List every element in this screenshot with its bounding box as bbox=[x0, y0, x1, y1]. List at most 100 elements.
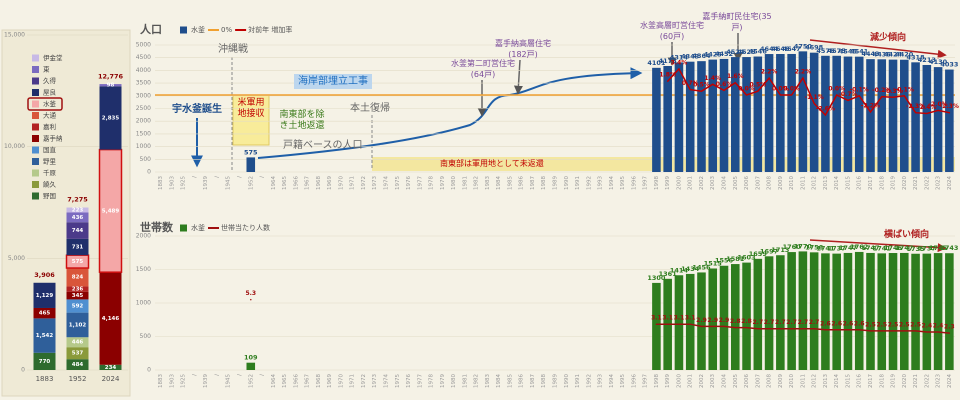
segment-label: 824 bbox=[72, 275, 84, 281]
x-tick-label: 1968 bbox=[316, 374, 322, 388]
bar bbox=[832, 253, 841, 370]
x-tick-label: 1990 bbox=[564, 176, 570, 190]
legend-label: 千原 bbox=[43, 168, 57, 177]
line-label: 3.4% bbox=[671, 59, 688, 66]
bar bbox=[866, 252, 875, 370]
x-tick-label: 1945 bbox=[226, 176, 232, 190]
x-tick-label: 2001 bbox=[688, 176, 694, 190]
segment-label: 98 bbox=[107, 83, 115, 89]
line-label: 2.2% bbox=[761, 69, 778, 76]
annotation: 本土復帰 bbox=[350, 103, 390, 114]
bar-segment bbox=[66, 291, 89, 300]
bar-segment bbox=[66, 359, 89, 370]
x-tick-label: 1969 bbox=[327, 176, 333, 190]
x-tick-label: 1989 bbox=[553, 176, 559, 190]
y-tick-label: 500 bbox=[140, 156, 152, 163]
bar bbox=[719, 265, 729, 370]
total-label: 3,906 bbox=[34, 271, 55, 279]
x-tick-label: / bbox=[214, 176, 220, 178]
bar bbox=[787, 53, 796, 172]
bar bbox=[674, 275, 684, 370]
legend-swatch bbox=[32, 112, 39, 119]
x-tick-label: 2018 bbox=[879, 374, 885, 388]
segment-label: 446 bbox=[72, 340, 84, 346]
bar-label: 4575 bbox=[816, 47, 835, 55]
y-tick-label: 3500 bbox=[136, 80, 151, 87]
legend-swatch bbox=[32, 181, 39, 188]
legend-label: 世帯当たり人数 bbox=[221, 223, 270, 232]
x-tick-label: 2007 bbox=[755, 176, 761, 190]
x-tick-label: 1985 bbox=[507, 176, 513, 190]
chart-title: 世帯数 bbox=[140, 220, 174, 234]
annotation: 南東部は軍用地として未返還 bbox=[440, 159, 544, 168]
x-tick-label: 2011 bbox=[800, 176, 806, 190]
segment-label: 223 bbox=[72, 208, 84, 214]
x-tick-label: 1987 bbox=[530, 374, 536, 388]
legend-label: 嘉利 bbox=[43, 122, 56, 131]
bar-label: 1747 bbox=[895, 244, 913, 252]
bar-label: 4575 bbox=[828, 47, 847, 55]
bar-label: 4524 bbox=[726, 48, 745, 56]
line-label: 0.6% bbox=[716, 81, 733, 88]
line-label: 2.8 bbox=[741, 318, 752, 325]
x-tick-label: 2012 bbox=[812, 374, 818, 388]
bar-label: 1735 bbox=[907, 245, 926, 253]
line-label: 2.7 bbox=[752, 319, 763, 326]
bar-label: 4546 bbox=[749, 48, 768, 56]
x-tick-label: 1993 bbox=[598, 176, 604, 190]
x-tick-label: 1976 bbox=[406, 176, 412, 190]
line-label: 1.8% bbox=[659, 72, 676, 79]
x-tick-label: 2019 bbox=[891, 374, 897, 388]
segment-label: 2,835 bbox=[102, 115, 120, 121]
bar-segment bbox=[33, 307, 56, 319]
note-box bbox=[232, 94, 270, 146]
bar-label: 1737 bbox=[918, 245, 936, 253]
x-tick-label: 1975 bbox=[395, 176, 401, 190]
legend-highlight bbox=[27, 97, 63, 111]
segment-label: 744 bbox=[72, 228, 84, 234]
y-tick-label: 4000 bbox=[136, 67, 151, 74]
line-label: 0.7% bbox=[682, 80, 699, 87]
segment-label: 236 bbox=[72, 287, 84, 293]
legend-label: 0% bbox=[221, 26, 232, 34]
x-tick-label: 1971 bbox=[350, 176, 356, 190]
bar-label: 4033 bbox=[940, 61, 958, 69]
legend-label: 久得 bbox=[43, 76, 57, 85]
x-tick-label: 1981 bbox=[462, 374, 468, 388]
line-label: 2.6 bbox=[831, 320, 842, 327]
bar-segment bbox=[66, 212, 89, 223]
bar-label: 1770 bbox=[794, 242, 813, 250]
y-tick-label: 5000 bbox=[136, 42, 151, 49]
x-tick-label: 1967 bbox=[305, 374, 311, 388]
x-tick-label: 1984 bbox=[496, 374, 502, 388]
chart-title: 人口 bbox=[140, 22, 162, 36]
x-tick-label: 2024 bbox=[102, 375, 120, 383]
line-label: 3.1 bbox=[674, 315, 685, 322]
y-tick-label: 2000 bbox=[136, 118, 151, 125]
x-tick-label: 2010 bbox=[789, 176, 795, 190]
bar-label: 1741 bbox=[873, 244, 892, 252]
x-tick-label: 2023 bbox=[936, 374, 942, 388]
line-label: 0.0% bbox=[738, 86, 755, 93]
x-tick-label: 2024 bbox=[947, 374, 953, 388]
bar-label: 1556 bbox=[715, 257, 734, 265]
x-tick-label: 1996 bbox=[631, 176, 637, 190]
annotation: 米軍用地接収 bbox=[237, 98, 265, 119]
x-tick-label: 1883 bbox=[36, 375, 54, 383]
x-tick-label: 1883 bbox=[158, 176, 164, 190]
x-tick-label: / bbox=[192, 176, 198, 178]
x-tick-label: 1977 bbox=[417, 176, 423, 190]
bar bbox=[697, 272, 706, 370]
y-tick-label: 3000 bbox=[136, 92, 151, 99]
x-tick-label: 1990 bbox=[564, 374, 570, 388]
legend-swatch bbox=[32, 77, 39, 85]
line-label: 2.9 bbox=[707, 317, 718, 324]
x-tick-label: 2021 bbox=[913, 374, 919, 388]
bar-segment bbox=[66, 268, 89, 287]
annotation: 宇水釜誕生 bbox=[172, 104, 222, 115]
x-tick-label: 1992 bbox=[586, 176, 592, 190]
bar bbox=[933, 67, 943, 172]
x-tick-label: 2012 bbox=[812, 176, 818, 190]
bar bbox=[832, 55, 841, 172]
x-tick-label: 2002 bbox=[699, 374, 705, 388]
